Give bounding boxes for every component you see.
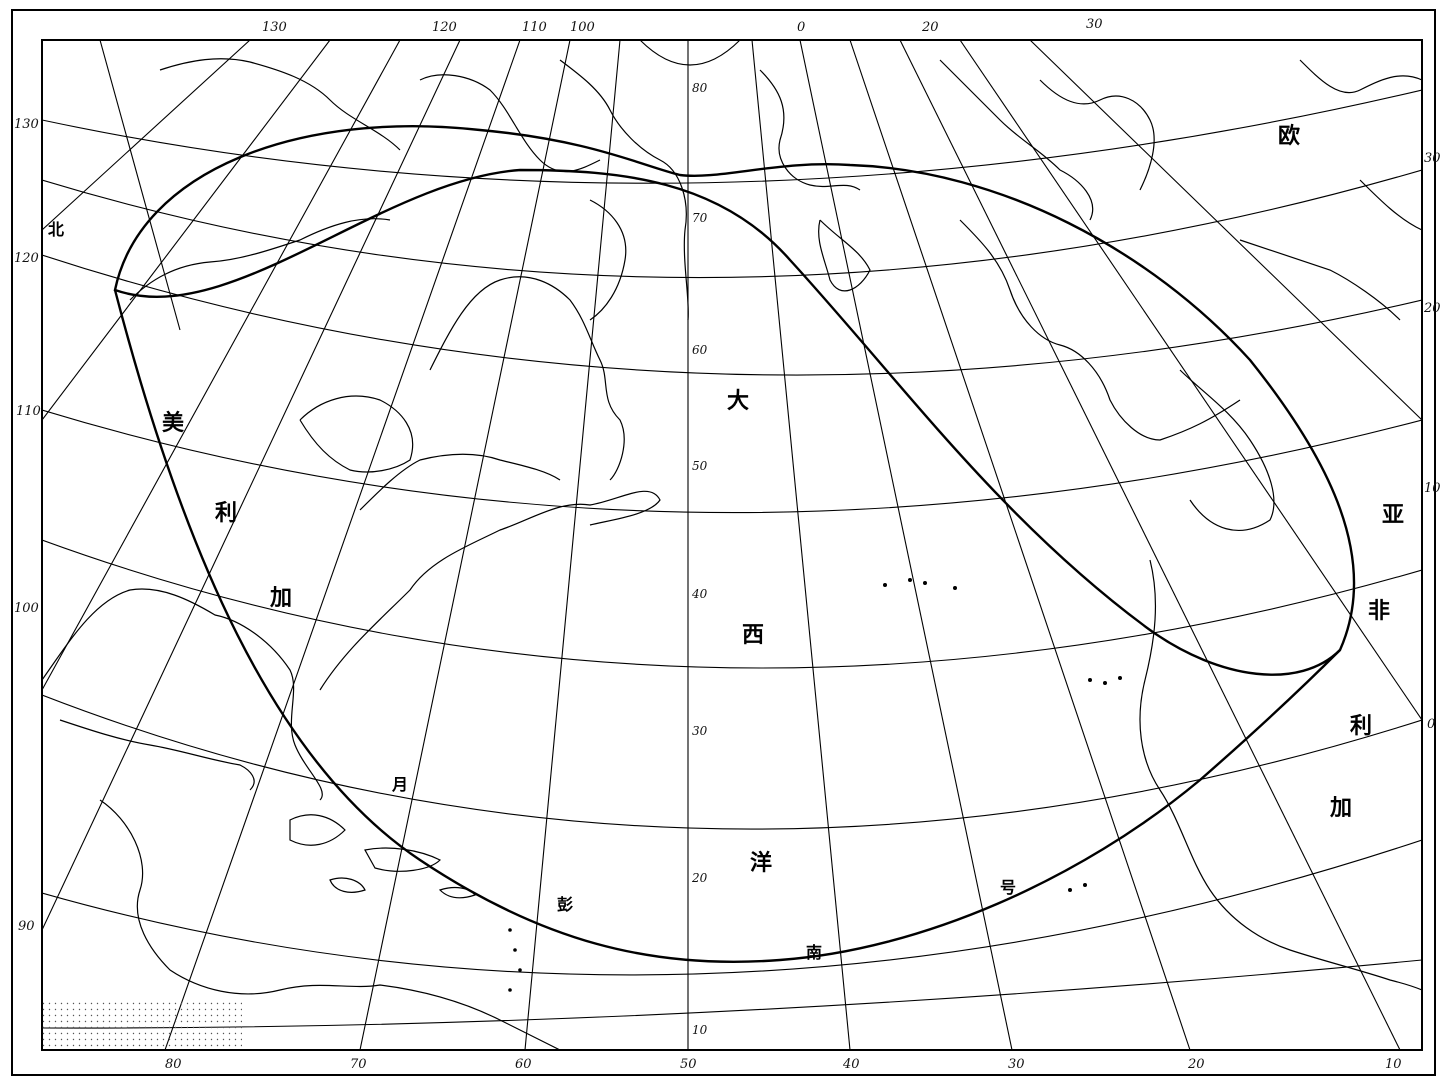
europe-label: 欧 [1278, 123, 1300, 149]
bottom-longitude-labels: 80 70 60 50 40 30 20 10 [165, 1057, 1402, 1072]
top-lon-label: 20 [921, 20, 939, 35]
inner-lat-label: 50 [692, 459, 708, 473]
inner-lat-label: 70 [692, 211, 708, 225]
left-lat-label: 100 [14, 601, 39, 616]
america-label-3: 加 [269, 585, 292, 611]
track-curves [113, 125, 1356, 963]
bottom-lon-label: 30 [1008, 1057, 1025, 1072]
america-label-1: 美 [162, 410, 185, 436]
interior-latitude-labels: 80 70 60 50 40 30 20 10 [691, 81, 708, 1037]
land-caribbean [59, 719, 561, 1050]
track-label-peng: 彭 [557, 895, 573, 914]
ocean-label-3: 洋 [750, 850, 772, 876]
right-lat-label: 30 [1424, 151, 1441, 166]
africa-label-1: 亚 [1382, 502, 1404, 528]
inner-lat-label: 20 [691, 871, 708, 885]
inner-lat-label: 10 [692, 1023, 708, 1037]
ocean-label-1: 大 [727, 388, 749, 414]
right-lat-label: 10 [1424, 481, 1441, 496]
land-shading [42, 1000, 242, 1050]
ocean-label-2: 西 [742, 622, 764, 648]
track-label-number: 号 [1000, 878, 1016, 897]
inner-frame [41, 39, 1423, 1051]
inner-lat-label: 30 [692, 724, 708, 738]
north-label: 北 [48, 220, 64, 239]
africa-label-2: 非 [1368, 598, 1390, 624]
inner-lat-label: 40 [691, 587, 708, 601]
latitude-lines [42, 40, 1422, 1029]
land-europe-africa [759, 59, 1422, 991]
top-lon-label: 30 [1086, 17, 1103, 32]
left-lat-label: 110 [16, 404, 41, 419]
top-longitude-labels: 130 120 110 100 0 20 30 [262, 17, 1103, 35]
outer-frame [11, 9, 1436, 1076]
right-lat-label: 0 [1427, 717, 1435, 732]
left-lat-label: 120 [14, 251, 39, 266]
meridian-lines [42, 40, 1422, 1050]
bottom-lon-label: 40 [842, 1057, 860, 1072]
right-latitude-labels: 30 20 10 0 [1423, 151, 1441, 732]
bottom-lon-label: 10 [1385, 1057, 1402, 1072]
bottom-lon-label: 80 [165, 1057, 182, 1072]
top-lon-label: 0 [797, 20, 805, 35]
top-lon-label: 100 [570, 20, 595, 35]
top-lon-label: 110 [522, 20, 547, 35]
top-lon-label: 120 [432, 20, 457, 35]
islands [508, 578, 1122, 992]
left-lat-label: 90 [18, 919, 35, 934]
america-label-2: 利 [215, 500, 237, 526]
inner-lat-label: 60 [692, 343, 708, 357]
africa-label-4: 加 [1329, 795, 1352, 821]
left-lat-label: 130 [14, 117, 39, 132]
right-lat-label: 20 [1423, 301, 1441, 316]
bottom-lon-label: 20 [1187, 1057, 1205, 1072]
bottom-lon-label: 60 [515, 1057, 532, 1072]
track-label-moon: 月 [391, 775, 408, 794]
bottom-lon-label: 50 [680, 1057, 697, 1072]
africa-label-3: 利 [1350, 713, 1372, 739]
inner-lat-label: 80 [692, 81, 708, 95]
top-lon-label: 130 [262, 20, 287, 35]
track-label-south: 南 [806, 943, 822, 962]
left-latitude-labels: 130 120 110 100 90 [14, 117, 41, 934]
region-labels: 北 美 利 加 大 西 洋 欧 亚 非 利 加 南 彭 月 号 [48, 123, 1404, 962]
bottom-lon-label: 70 [350, 1057, 367, 1072]
